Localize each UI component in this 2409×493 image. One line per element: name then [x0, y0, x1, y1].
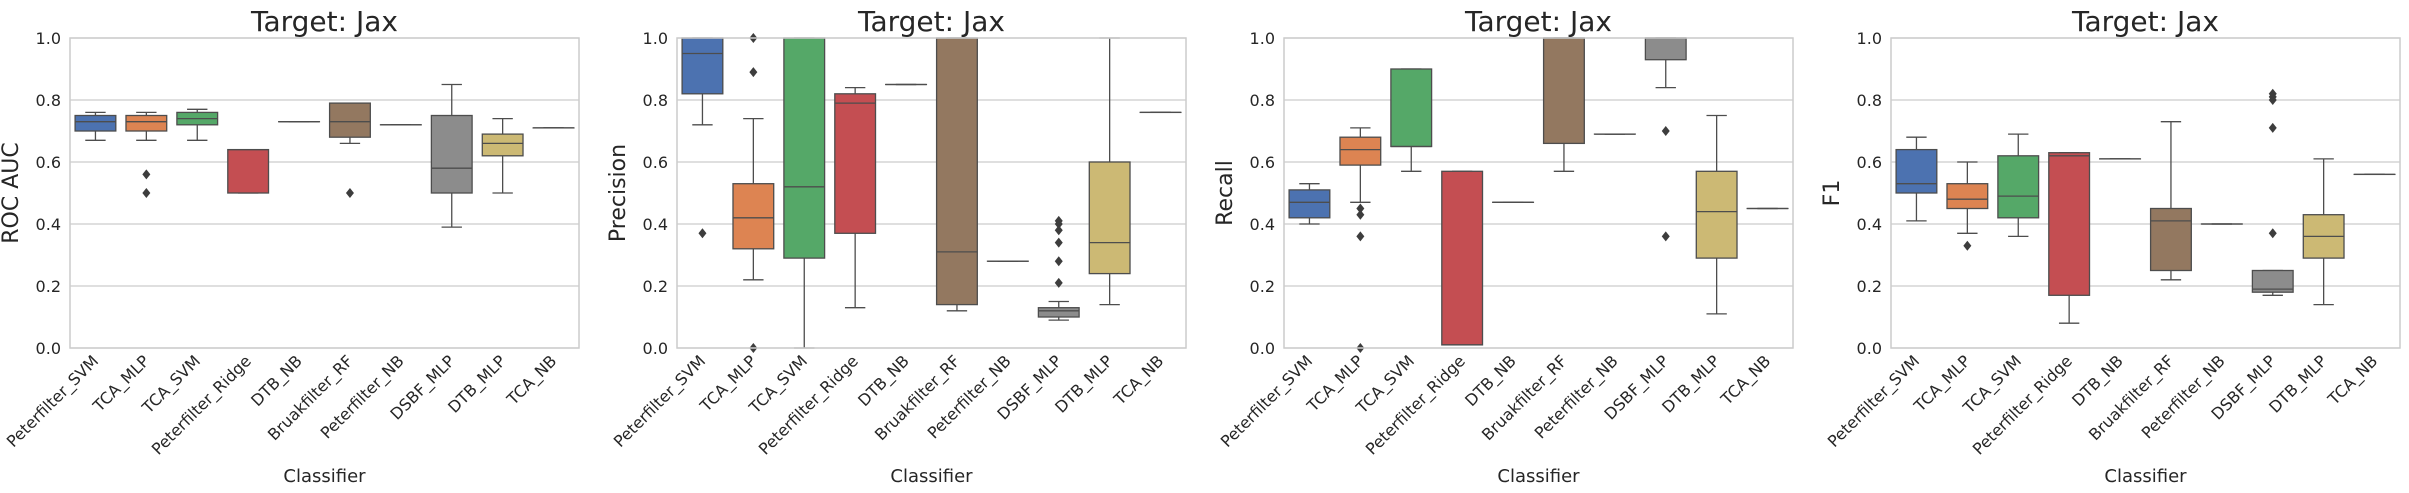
- box-Bruakfilter_RF: [935, 37, 978, 306]
- box-Peterfilter_Ridge: [1441, 170, 1484, 346]
- x-tick-label: Peterfilter_SVM: [1217, 351, 1317, 451]
- y-tick-label: 0.2: [1250, 277, 1275, 296]
- x-tick-label: TCA_NB: [1716, 351, 1775, 410]
- x-axis-label: Classifier: [2104, 466, 2187, 487]
- x-tick-label: Peterfilter_Ridge: [1969, 351, 2077, 459]
- y-tick-label: 0.6: [1857, 153, 1882, 172]
- box-Peterfilter_Ridge: [834, 93, 877, 234]
- outlier-point: [698, 228, 707, 239]
- outlier-point: [1661, 126, 1670, 136]
- box-DSBF_MLP: [1644, 37, 1687, 61]
- y-tick-label: 0.6: [1250, 153, 1275, 172]
- y-tick-label: 1.0: [36, 29, 61, 48]
- box-TCA_SVM: [783, 37, 826, 259]
- box-Bruakfilter_RF: [2149, 207, 2192, 272]
- x-tick-label: Peterfilter_Ridge: [1362, 351, 1470, 459]
- x-tick-label: Peterfilter_Ridge: [148, 351, 256, 459]
- outlier-point: [142, 188, 151, 198]
- y-tick-label: 1.0: [643, 29, 668, 48]
- box-Peterfilter_SVM: [1288, 189, 1331, 219]
- axes-frame: [676, 37, 1187, 349]
- x-tick-label: TCA_NB: [2323, 351, 2382, 410]
- y-tick-label: 0.0: [1250, 339, 1275, 358]
- outlier-point: [2268, 228, 2277, 239]
- x-axis-label: Classifier: [890, 466, 973, 487]
- axes-frame: [1890, 37, 2401, 349]
- y-tick-label: 0.2: [1857, 277, 1882, 296]
- y-tick-label: 0.2: [36, 277, 61, 296]
- x-tick-label: Peterfilter_SVM: [610, 351, 710, 451]
- box-Bruakfilter_RF: [1542, 37, 1585, 145]
- y-tick-label: 1.0: [1250, 29, 1275, 48]
- y-tick-label: 0.6: [643, 153, 668, 172]
- outlier-point: [1054, 277, 1063, 288]
- x-tick-label: Peterfilter_SVM: [1824, 351, 1924, 451]
- chart-title: Target: Jax: [1464, 5, 1612, 38]
- box-TCA_MLP: [732, 183, 775, 250]
- y-tick-label: 0.6: [36, 153, 61, 172]
- y-tick-label: 0.4: [36, 215, 61, 234]
- box-Bruakfilter_RF: [328, 102, 371, 138]
- outlier-point: [1054, 256, 1063, 267]
- y-tick-label: 0.8: [1250, 91, 1275, 110]
- y-tick-label: 0.4: [643, 215, 668, 234]
- y-tick-label: 0.4: [1857, 215, 1882, 234]
- y-axis-label: ROC AUC: [0, 142, 24, 243]
- outlier-point: [1054, 237, 1063, 248]
- y-tick-label: 0.0: [36, 339, 61, 358]
- axes-frame: [1283, 37, 1794, 349]
- y-axis-label: Recall: [1213, 160, 1238, 226]
- box-DSBF_MLP: [430, 114, 473, 194]
- outlier-point: [1356, 231, 1365, 242]
- box-TCA_MLP: [1946, 183, 1989, 210]
- box-Peterfilter_SVM: [1895, 148, 1938, 194]
- y-tick-label: 0.8: [643, 91, 668, 110]
- box-DSBF_MLP: [2251, 269, 2294, 293]
- outlier-point: [1356, 209, 1365, 220]
- outlier-point: [1963, 240, 1972, 251]
- box-TCA_SVM: [1390, 68, 1433, 148]
- y-tick-label: 0.2: [643, 277, 668, 296]
- y-tick-label: 0.0: [643, 339, 668, 358]
- box-Peterfilter_Ridge: [227, 148, 270, 194]
- box-TCA_SVM: [1997, 155, 2040, 219]
- x-tick-label: Peterfilter_SVM: [3, 351, 103, 451]
- box-Peterfilter_SVM: [74, 114, 117, 132]
- y-tick-label: 1.0: [1857, 29, 1882, 48]
- outlier-point: [1054, 215, 1063, 226]
- box-DTB_MLP: [1695, 170, 1738, 259]
- outlier-point: [749, 67, 758, 78]
- x-tick-label: Peterfilter_Ridge: [755, 351, 863, 459]
- box-TCA_MLP: [1339, 136, 1382, 166]
- chart-title: Target: Jax: [857, 5, 1005, 38]
- outlier-point: [2268, 122, 2277, 133]
- axes-frame: [69, 37, 580, 349]
- y-tick-label: 0.0: [1857, 339, 1882, 358]
- chart-title: Target: Jax: [2071, 5, 2219, 38]
- box-TCA_MLP: [125, 114, 168, 132]
- y-axis-label: F1: [1820, 180, 1845, 207]
- box-Peterfilter_Ridge: [2048, 152, 2091, 296]
- box-DTB_MLP: [481, 133, 524, 157]
- box-DTB_MLP: [1088, 161, 1131, 275]
- outlier-point: [345, 188, 354, 198]
- y-tick-label: 0.8: [36, 91, 61, 110]
- y-tick-label: 0.4: [1250, 215, 1275, 234]
- y-axis-label: Precision: [606, 144, 631, 242]
- x-tick-label: TCA_NB: [502, 351, 561, 410]
- x-axis-label: Classifier: [1497, 466, 1580, 487]
- chart-title: Target: Jax: [250, 5, 398, 38]
- x-tick-label: TCA_NB: [1109, 351, 1168, 410]
- outlier-point: [142, 169, 151, 180]
- outlier-point: [1661, 231, 1670, 242]
- y-tick-label: 0.8: [1857, 91, 1882, 110]
- x-axis-label: Classifier: [283, 466, 366, 487]
- box-Peterfilter_SVM: [681, 37, 724, 95]
- outlier-point: [1054, 225, 1063, 236]
- outlier-point: [2268, 88, 2277, 99]
- outlier-point: [1356, 203, 1365, 214]
- box-DSBF_MLP: [1037, 307, 1080, 318]
